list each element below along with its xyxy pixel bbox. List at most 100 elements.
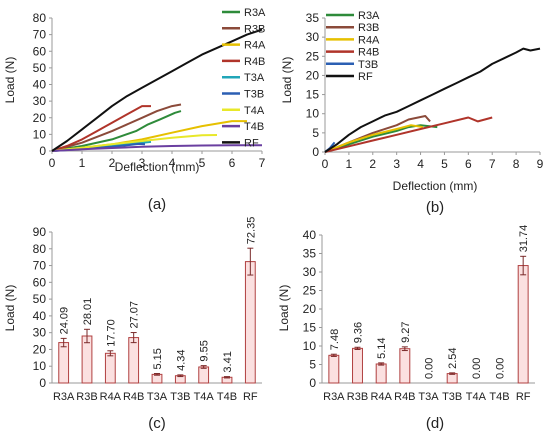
panel-a-y-tick-label: 60 (33, 44, 47, 58)
panel-d-data-label-r3a: 7.48 (329, 329, 341, 350)
panel-b-line-chart: Load (N) Deflection (mm) (b) 05101520253… (280, 10, 544, 216)
panel-d-data-label-t4b: 0.00 (495, 358, 507, 379)
panel-b-y-tick-label: 20 (306, 68, 320, 82)
panel-c-bar-r4a (104, 352, 116, 384)
panel-b-y-tick-label: 25 (306, 49, 320, 63)
panel-b-series-r3a (324, 124, 438, 153)
panel-d-y-tick-label: 30 (303, 265, 317, 279)
panel-c-category-label-r3a: R3A (53, 391, 75, 403)
panel-a-y-tick-label: 20 (33, 111, 47, 125)
panel-a-label: (a) (148, 196, 166, 213)
panel-b-x-tick-label: 8 (513, 157, 520, 171)
panel-a-legend-label-r4b: R4B (244, 56, 265, 68)
panel-c-category-label-r3b: R3B (76, 391, 97, 403)
panel-a-y-tick-label: 70 (33, 28, 47, 42)
panel-c-ylabel: Load (N) (3, 285, 17, 332)
panel-c-y-tick-label: 10 (33, 359, 47, 373)
panel-b-series-r4b (324, 116, 493, 153)
panel-d-category-label-t3a: T3A (418, 391, 439, 403)
panel-a-series-t4b (51, 144, 262, 152)
panel-c-data-label-r3b: 28.01 (82, 298, 94, 326)
panel-c-category-label-r4a: R4A (100, 391, 122, 403)
panel-d-category-label-t4a: T4A (466, 391, 487, 403)
panel-b-legend-label-rf: RF (358, 71, 373, 83)
panel-a-legend-label-t4b: T4B (244, 121, 264, 133)
panel-d-bar-t3b (446, 373, 458, 384)
panel-b-x-tick-label: 1 (346, 157, 353, 171)
panel-d-y-tick-label: 15 (303, 321, 317, 335)
panel-b-y-tick-label: 10 (306, 107, 320, 121)
panel-d-y-tick-label: 25 (303, 284, 317, 298)
panel-a-series-r3b (51, 103, 182, 152)
panel-d-data-label-t3b: 2.54 (447, 347, 459, 368)
panel-d-bar-r3a (328, 354, 340, 384)
panel-b-series-r4a (324, 124, 424, 153)
panel-d-bar-rf (517, 265, 529, 384)
panel-c-y-tick-label: 50 (33, 292, 47, 306)
panel-b-y-tick-label: 30 (306, 30, 320, 44)
panel-d-y-tick-label: 5 (309, 358, 316, 372)
panel-c-y-tick-label: 20 (33, 342, 47, 356)
panel-d-category-label-r4b: R4B (394, 391, 415, 403)
panel-c-category-label-t3b: T3B (170, 391, 190, 403)
panel-b-legend-label-t3b: T3B (358, 59, 378, 71)
panel-d-y-tick-label: 20 (303, 302, 317, 316)
panel-a-series-r4b (51, 105, 151, 152)
panel-b-y-tick-label: 35 (306, 11, 320, 25)
panel-c-category-label-t4b: T4B (217, 391, 237, 403)
panel-b-x-tick-label: 4 (417, 157, 424, 171)
panel-a-y-tick-label: 40 (33, 78, 47, 92)
panel-d-data-label-r3b: 9.36 (353, 322, 365, 343)
panel-a-x-tick-label: 6 (229, 156, 236, 170)
panel-c-data-label-t4a: 9.55 (199, 340, 211, 361)
panel-a-series-rf (51, 28, 263, 152)
panel-b-y-tick-label: 15 (306, 88, 320, 102)
panel-c-data-label-rf: 72.35 (245, 217, 257, 245)
panel-c-y-tick-label: 40 (33, 309, 47, 323)
panel-c-data-label-r3a: 24.09 (59, 307, 71, 335)
panel-c-category-label-r4b: R4B (123, 391, 144, 403)
panel-d-category-label-r3b: R3B (347, 391, 368, 403)
panel-a-legend-label-r3a: R3A (244, 7, 266, 19)
panel-a-legend-label-r3b: R3B (244, 23, 265, 35)
panel-c-data-label-t3b: 4.34 (175, 349, 187, 370)
panel-a-legend-label-t4a: T4A (244, 105, 265, 117)
panel-a-x-tick-label: 3 (139, 156, 146, 170)
panel-b-x-tick-label: 2 (369, 157, 376, 171)
panel-a-y-tick-label: 10 (33, 127, 47, 141)
panel-a-x-tick-label: 2 (109, 156, 116, 170)
panel-a-line-chart: Load (N) Deflection (mm) (a) 01020304050… (3, 7, 266, 213)
panel-d-data-label-t3a: 0.00 (424, 358, 436, 379)
panel-c-y-tick-label: 80 (33, 242, 47, 256)
panel-d-bar-chart: Load (N) (d) 0 5 10 15 20 25 30 35 40 7.48 R3A 9.36… (277, 225, 535, 432)
panel-a-series-t4a (51, 134, 218, 152)
panel-d-category-label-t3b: T3B (442, 391, 462, 403)
panel-a-series-r3a (51, 110, 182, 152)
panel-c-y-tick-label: 30 (33, 326, 47, 340)
panel-d-bar-r3b (352, 347, 363, 384)
panel-b-y-tick-label: 5 (312, 126, 319, 140)
panel-c-category-label-rf: RF (243, 391, 258, 403)
panel-c-bar-chart: Load (N) (c) 0 10 20 30 40 50 60 70 80 90 24.09 R3A… (3, 217, 262, 432)
panel-b-legend-label-r4b: R4B (358, 47, 379, 59)
panel-c-data-label-t3a: 5.15 (152, 348, 164, 369)
panel-a-y-tick-label: 80 (33, 11, 47, 25)
panel-c-category-label-t3a: T3A (147, 391, 168, 403)
panel-c-y-tick-label: 70 (33, 259, 47, 273)
panel-a-ylabel: Load (N) (3, 57, 17, 104)
panel-b-legend-label-r3a: R3A (358, 10, 380, 22)
panel-d-label: (d) (426, 415, 444, 432)
panel-b-x-tick-label: 0 (322, 157, 329, 171)
panel-b-x-tick-label: 9 (537, 157, 544, 171)
panel-a-x-tick-label: 0 (49, 156, 56, 170)
panel-c-category-label-t4a: T4A (194, 391, 215, 403)
panel-a-x-tick-label: 7 (259, 156, 266, 170)
panel-a-y-tick-label: 30 (33, 94, 47, 108)
panel-a-y-tick-label: 50 (33, 61, 47, 75)
panel-c-label: (c) (148, 415, 166, 432)
panel-d-category-label-r3a: R3A (323, 391, 345, 403)
panel-a-legend-label-r4a: R4A (244, 40, 266, 52)
panel-b-y-tick-label: 0 (312, 145, 319, 159)
panel-a-x-tick-label: 4 (169, 156, 176, 170)
